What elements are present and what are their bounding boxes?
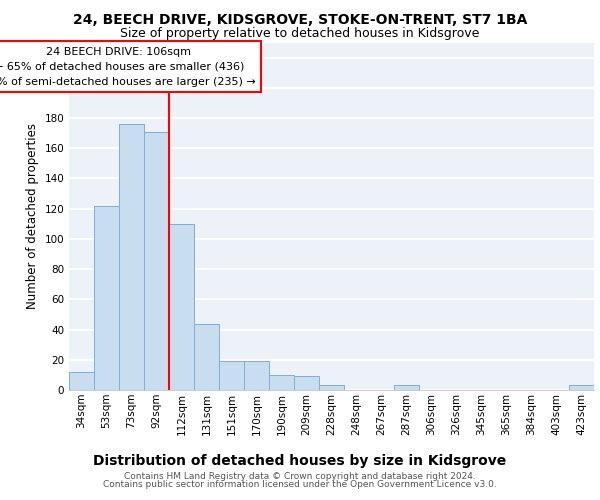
Bar (69, 372, 94, 390)
Bar (94, 206, 119, 390)
Bar (169, 224, 194, 390)
Bar (394, 386, 419, 390)
Bar (569, 386, 594, 390)
Bar (144, 132, 169, 390)
Text: 24, BEECH DRIVE, KIDSGROVE, STOKE-ON-TRENT, ST7 1BA: 24, BEECH DRIVE, KIDSGROVE, STOKE-ON-TRE… (73, 12, 527, 26)
Bar (269, 375, 294, 390)
Text: 24 BEECH DRIVE: 106sqm
← 65% of detached houses are smaller (436)
35% of semi-de: 24 BEECH DRIVE: 106sqm ← 65% of detached… (0, 47, 256, 86)
Y-axis label: Number of detached properties: Number of detached properties (26, 123, 39, 309)
Text: Size of property relative to detached houses in Kidsgrove: Size of property relative to detached ho… (121, 28, 479, 40)
Text: Contains public sector information licensed under the Open Government Licence v3: Contains public sector information licen… (103, 480, 497, 489)
Bar (119, 124, 144, 390)
Text: Contains HM Land Registry data © Crown copyright and database right 2024.: Contains HM Land Registry data © Crown c… (124, 472, 476, 481)
Bar (319, 386, 344, 390)
Bar (194, 324, 219, 390)
Bar (244, 362, 269, 390)
Bar (219, 362, 244, 390)
Bar (294, 376, 319, 390)
Text: Distribution of detached houses by size in Kidsgrove: Distribution of detached houses by size … (94, 454, 506, 468)
